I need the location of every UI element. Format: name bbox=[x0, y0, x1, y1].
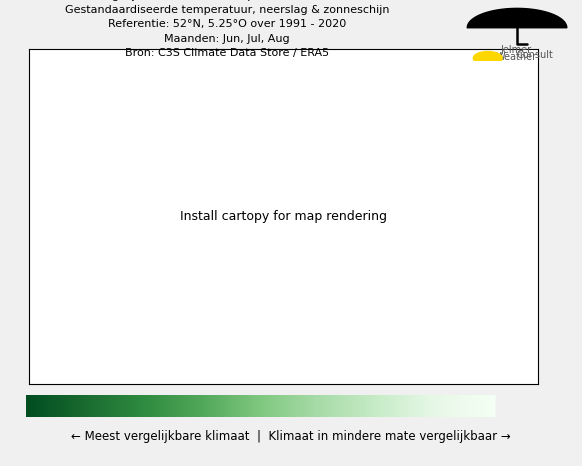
Text: Install cartopy for map rendering: Install cartopy for map rendering bbox=[180, 210, 387, 223]
Text: Weather: Weather bbox=[496, 52, 537, 62]
Text: ← Meest vergelijkbare klimaat  |  Klimaat in mindere mate vergelijkbaar →: ← Meest vergelijkbare klimaat | Klimaat … bbox=[71, 431, 511, 443]
Circle shape bbox=[473, 52, 502, 65]
Text: Consult: Consult bbox=[517, 50, 553, 60]
Polygon shape bbox=[495, 395, 515, 417]
Text: Jelmer: Jelmer bbox=[501, 45, 532, 55]
Text: Vergelijkbaar klimaat in de periode 1961 - 1990
Gestandaardiseerde temperatuur, : Vergelijkbaar klimaat in de periode 1961… bbox=[65, 0, 389, 58]
